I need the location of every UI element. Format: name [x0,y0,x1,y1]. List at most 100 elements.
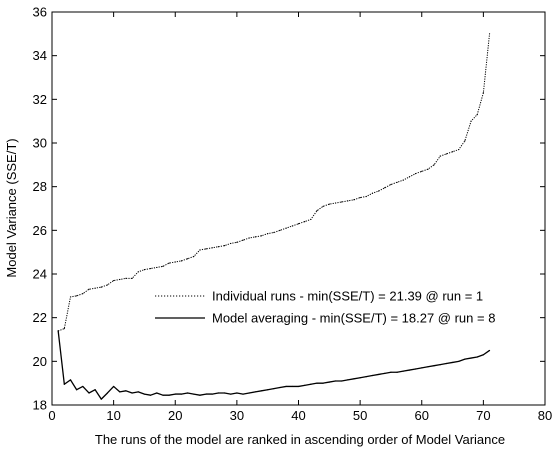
data-point [88,288,90,290]
data-point [260,390,263,392]
data-point [464,358,466,360]
data-point [408,369,411,371]
data-point [254,391,256,393]
data-point [125,390,127,392]
data-point [408,176,411,178]
data-point [230,242,232,245]
data-point [488,349,491,352]
y-tick-label: 26 [33,223,47,238]
data-point [119,391,121,393]
data-point [100,286,102,288]
data-point [304,221,306,223]
data-point [113,279,115,282]
x-tick-label: 10 [106,408,120,423]
x-tick-label: 20 [168,408,182,423]
data-point [174,261,176,263]
data-point [186,258,189,260]
data-point [439,155,441,157]
data-point [106,392,109,394]
data-point [82,293,84,295]
data-point [223,245,226,247]
data-point [162,265,164,267]
data-point [236,392,238,394]
data-point [217,392,219,394]
data-point [279,386,281,389]
legend: Individual runs - min(SSE/T) = 21.39 @ r… [155,289,495,326]
data-point [88,392,90,394]
data-point [464,140,466,142]
data-point [125,277,127,279]
data-point [113,385,115,388]
data-point [63,383,65,385]
data-point [421,170,423,172]
data-point [230,393,232,395]
data-point [371,192,374,194]
y-tick-label: 28 [33,179,47,194]
data-point [359,377,361,379]
data-point [482,92,484,94]
data-point [150,394,152,396]
x-axis-label: The runs of the model are ranked in asce… [95,432,505,447]
data-point [439,364,441,366]
data-point [205,248,207,250]
data-point [396,371,398,373]
y-tick-label: 36 [33,5,47,20]
data-point [384,187,386,189]
data-point [458,360,460,362]
data-point [174,393,176,395]
data-point [384,372,386,374]
data-point [310,383,312,385]
data-point [199,394,201,396]
data-point [482,354,484,356]
data-point [131,277,133,279]
data-point [137,271,139,273]
data-point [267,233,269,235]
data-point [414,368,417,370]
data-point [451,151,454,153]
data-point [150,267,152,270]
data-point [451,361,454,364]
data-point [143,393,146,395]
data-point [353,378,355,380]
data-point [427,366,429,368]
data-point [205,393,207,395]
data-point [217,246,219,248]
data-point [168,394,170,396]
data-point [390,371,392,373]
data-point [100,398,102,400]
data-point [76,389,78,391]
x-tick-label: 50 [353,408,367,423]
data-point [427,168,429,170]
x-tick-label: 60 [415,408,429,423]
data-point [199,249,201,251]
x-tick-label: 30 [230,408,244,423]
data-point [156,266,158,269]
y-tick-label: 18 [33,398,47,413]
data-point [470,120,472,122]
data-point [242,239,244,241]
data-point [248,237,250,239]
data-point [476,114,478,116]
y-tick-label: 24 [33,267,47,282]
data-point [297,385,300,388]
data-point [488,33,491,35]
data-point [476,356,478,358]
data-point [328,381,330,383]
data-point [316,210,318,212]
data-point [69,379,72,381]
data-point [445,153,447,155]
data-point [390,183,392,186]
data-point [334,202,337,204]
data-point [433,164,435,166]
y-tick-label: 20 [33,354,47,369]
data-point [365,195,367,198]
data-point [279,229,281,231]
data-point [470,357,472,359]
data-point [328,203,330,205]
data-point [119,278,121,281]
x-tick-label: 70 [476,408,490,423]
data-point [63,327,65,330]
data-point [137,391,139,393]
y-axis-label: Model Variance (SSE/T) [4,138,19,277]
